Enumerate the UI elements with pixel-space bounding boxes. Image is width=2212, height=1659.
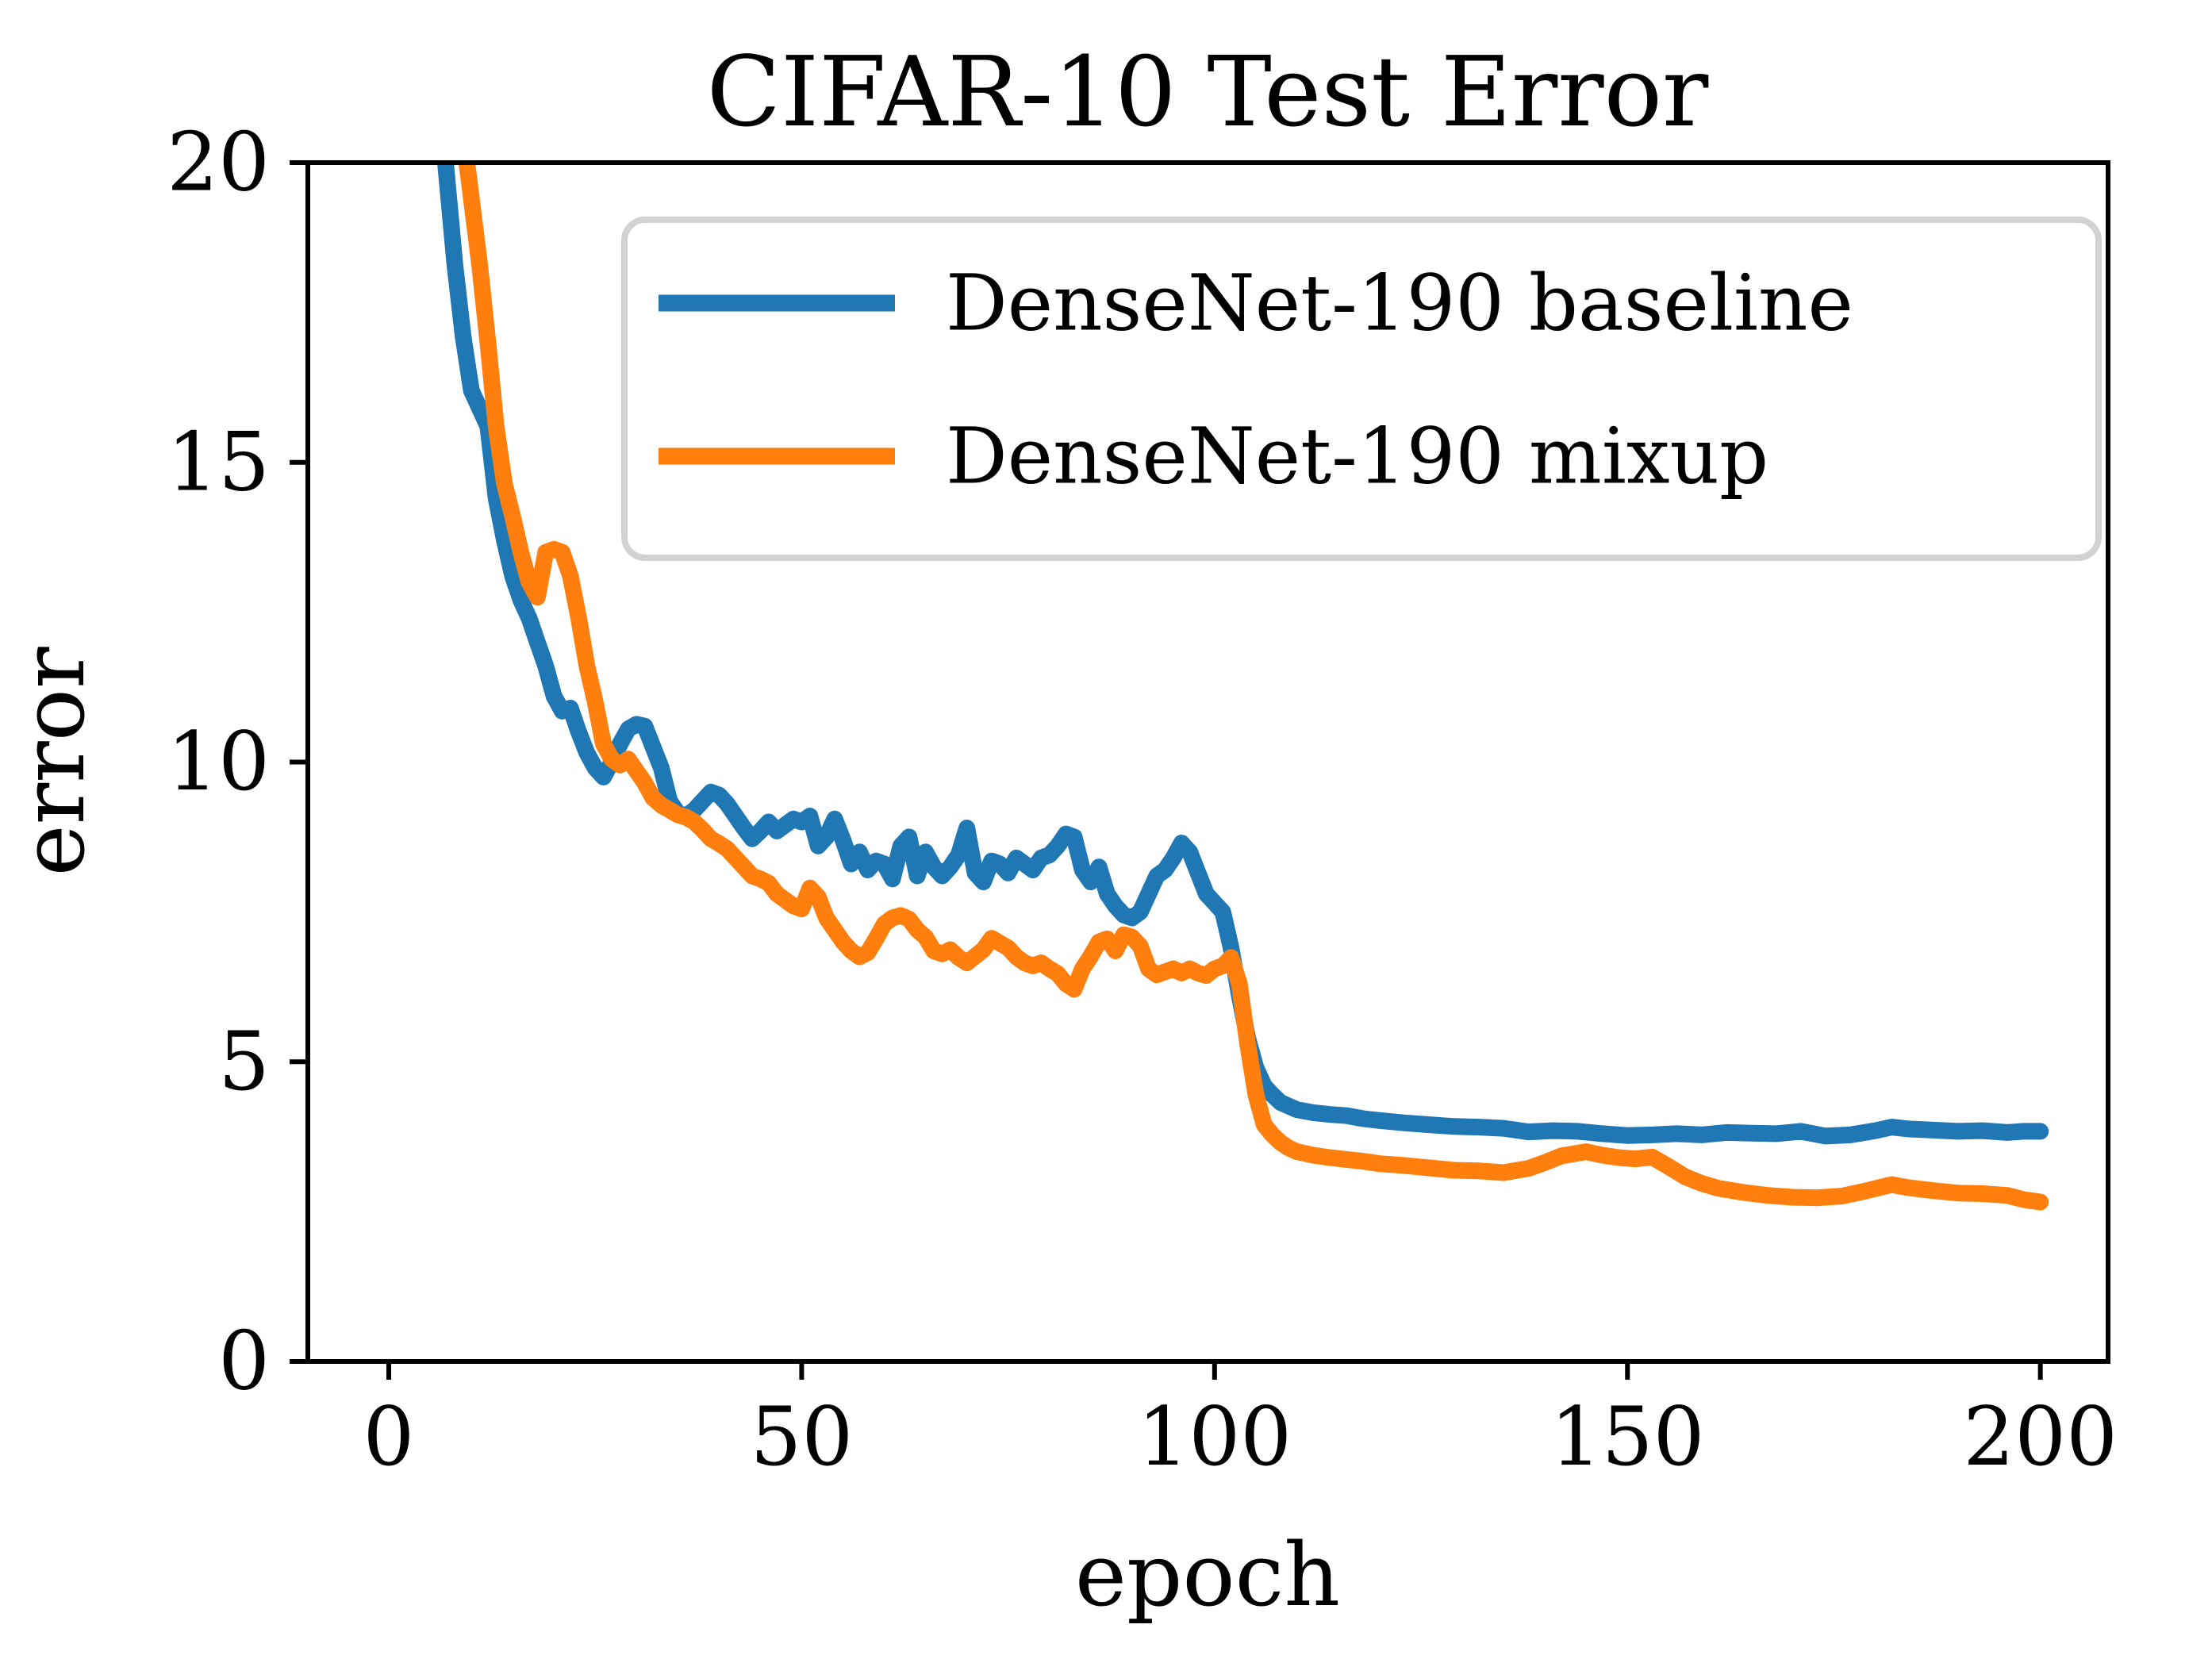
legend-label-mixup: DenseNet-190 mixup xyxy=(946,412,1768,501)
x-tick-label-100: 100 xyxy=(1137,1390,1292,1484)
y-tick-label-0: 0 xyxy=(218,1315,270,1409)
y-axis-label: error xyxy=(2,647,104,876)
x-tick-label-50: 50 xyxy=(751,1390,854,1484)
axis-ticks: 0 50 100 150 200 0 5 10 15 20 xyxy=(167,116,2118,1485)
x-axis-label: epoch xyxy=(1075,1524,1340,1626)
x-tick-label-0: 0 xyxy=(363,1390,415,1484)
y-tick-label-5: 5 xyxy=(218,1015,270,1109)
x-tick-label-200: 200 xyxy=(1963,1390,2118,1484)
x-tick-label-150: 150 xyxy=(1550,1390,1705,1484)
y-tick-label-15: 15 xyxy=(167,415,270,509)
series-line-mixup xyxy=(458,163,2049,1211)
legend-label-baseline: DenseNet-190 baseline xyxy=(946,259,1853,348)
series-line-baseline xyxy=(436,163,2049,1145)
legend: DenseNet-190 baseline DenseNet-190 mixup xyxy=(621,217,2102,561)
legend-box xyxy=(621,217,2102,561)
series-group xyxy=(436,163,2049,1211)
y-tick-label-20: 20 xyxy=(167,116,270,210)
y-tick-label-10: 10 xyxy=(167,715,270,809)
chart-title: CIFAR-10 Test Error xyxy=(707,36,1709,148)
